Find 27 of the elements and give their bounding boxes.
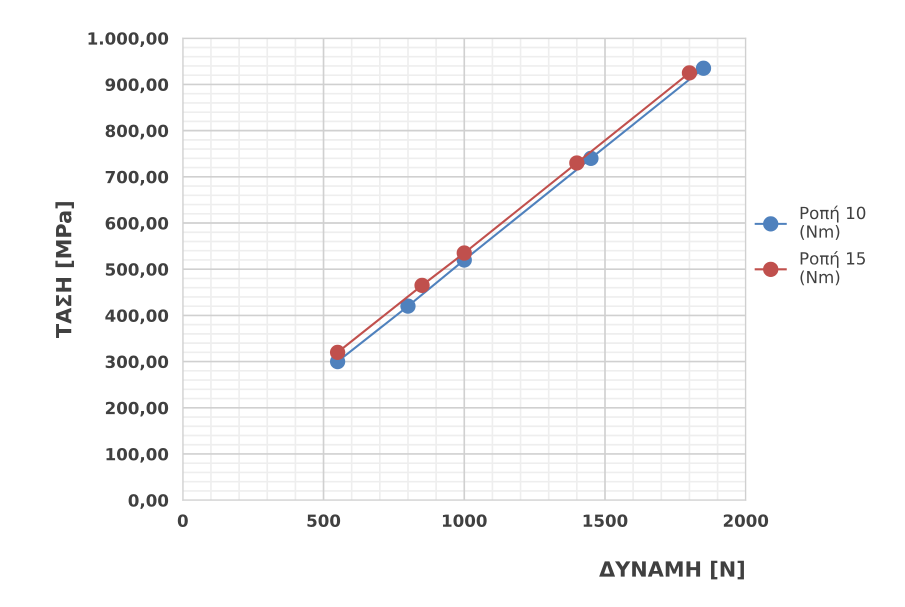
x-tick-label: 2000 [724,514,768,527]
y-tick-label: 1.000,00 [88,32,168,47]
point [456,245,472,261]
point [400,298,416,314]
y-tick-label: 400,00 [105,309,168,324]
y-tick-label: 200,00 [106,402,168,416]
y-tick-label: 500,00 [106,263,168,278]
y-tick-label: 300,00 [106,356,168,370]
y-tick-label: 100,00 [106,448,168,463]
x-axis-title: ΔΥΝΑΜΗ [N] [599,560,744,580]
point [414,278,430,294]
y-tick-label: 600,00 [106,216,168,232]
y-tick-label: 0,00 [128,494,168,509]
x-tick-label: 500 [307,514,340,527]
x-tick-label: 1500 [584,514,628,527]
legend-label: Ροπή 15 (Nm) [800,251,865,286]
y-axis-title: ΤΑΣΗ [MPa] [55,202,74,338]
point [330,344,346,360]
y-tick-label: 800,00 [106,124,168,140]
legend-label: Ροπή 10 (Nm) [800,206,866,240]
point [696,60,712,76]
x-tick-label: 1000 [442,514,487,527]
x-tick-label: 0 [178,514,188,527]
point [682,65,698,81]
y-tick-label: 900,00 [105,78,168,94]
point [569,155,584,171]
y-tick-label: 700,00 [106,170,168,186]
